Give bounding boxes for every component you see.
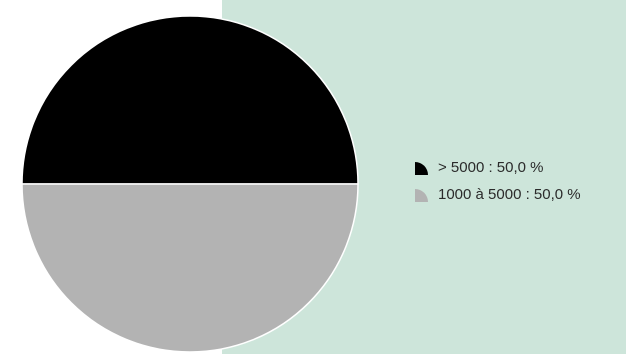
legend-item-0[interactable]: > 5000 : 50,0 % — [414, 154, 626, 181]
pie-slice-0[interactable] — [21, 15, 359, 185]
pie-slice-1[interactable] — [21, 183, 359, 353]
legend: > 5000 : 50,0 % 1000 à 5000 : 50,0 % — [414, 154, 626, 208]
legend-swatch-icon — [415, 161, 428, 175]
pie-slices — [21, 15, 359, 353]
legend-swatch-icon — [415, 188, 428, 202]
legend-label: 1000 à 5000 : 50,0 % — [438, 186, 581, 203]
legend-label: > 5000 : 50,0 % — [438, 159, 544, 176]
legend-item-1[interactable]: 1000 à 5000 : 50,0 % — [414, 181, 626, 208]
